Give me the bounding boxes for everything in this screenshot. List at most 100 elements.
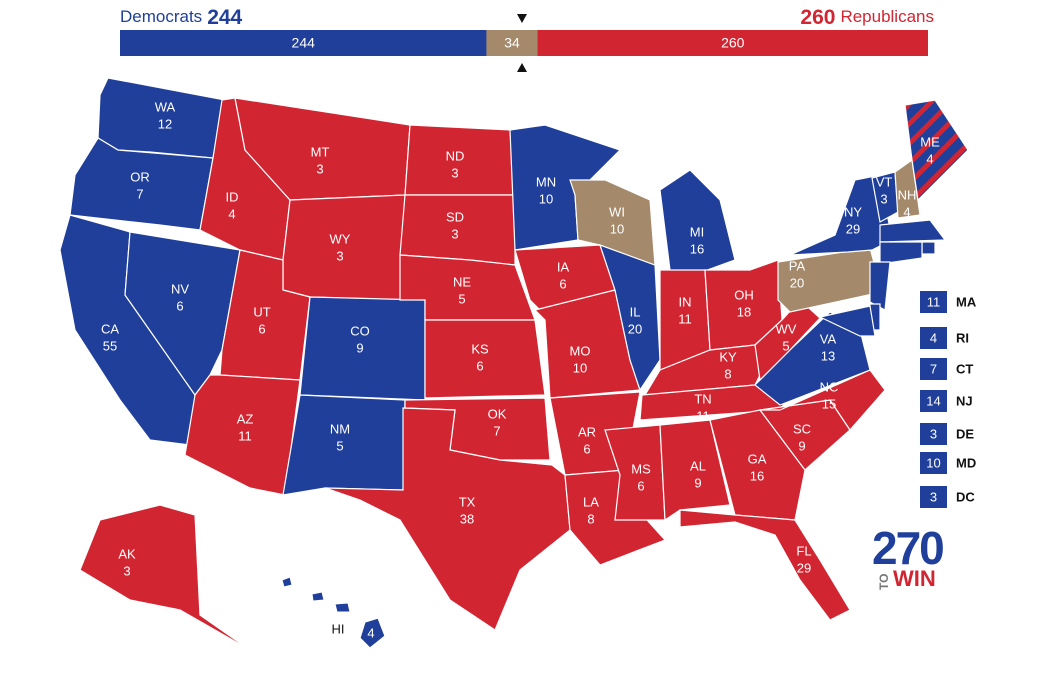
state-votes: 4 [367, 625, 374, 640]
state-votes: 5 [458, 291, 465, 306]
state-abbr: NV [171, 281, 189, 296]
state-votes: 10 [539, 191, 553, 206]
state-abbr: MS [631, 461, 651, 476]
callout-votes: 10 [926, 455, 940, 470]
state-votes: 9 [356, 340, 363, 355]
state-shape [754, 299, 821, 382]
island-shape [334, 602, 351, 613]
state-shape [709, 409, 806, 521]
callout-votes: 4 [930, 330, 937, 345]
republicans-total: 260 [800, 6, 835, 29]
democrats-label: Democrats [120, 7, 202, 26]
state-votes: 9 [694, 475, 701, 490]
state-abbr: CO [350, 323, 370, 338]
state-votes: 38 [460, 511, 474, 526]
state-shape [869, 261, 891, 311]
state-shape [818, 305, 876, 337]
callout-abbr: DC [956, 489, 975, 504]
callout-abbr: MD [956, 455, 976, 470]
marker-bottom [517, 63, 527, 72]
labels: WA12OR7CA55NV6ID4MT3WY3UT6AZ11CO9NM5ND3S… [101, 99, 977, 640]
state-shape [69, 137, 214, 231]
logo-number: 270 [872, 522, 943, 574]
state-votes: 4 [903, 204, 910, 219]
state-votes: 6 [559, 276, 566, 291]
state-votes: 5 [336, 438, 343, 453]
state-votes: 10 [573, 360, 587, 375]
state-votes: 7 [136, 186, 143, 201]
callout-abbr: RI [956, 330, 969, 345]
state-abbr: NH [898, 187, 917, 202]
state-votes: 12 [158, 116, 172, 131]
state-abbr: OR [130, 169, 150, 184]
state-votes: 3 [451, 226, 458, 241]
state-shape [921, 241, 936, 255]
bar-label: 260 [721, 35, 745, 51]
state-votes: 7 [493, 423, 500, 438]
state-abbr: TX [459, 494, 476, 509]
state-abbr: PA [789, 258, 806, 273]
state-abbr: ME [920, 134, 940, 149]
state-votes: 11 [696, 408, 710, 423]
state-votes: 15 [822, 396, 836, 411]
state-shape [282, 194, 406, 301]
state-abbr: WY [330, 231, 351, 246]
callout-votes: 3 [930, 489, 937, 504]
callout-box [920, 423, 947, 445]
state-abbr: NE [453, 274, 471, 289]
state-abbr: HI [332, 621, 345, 636]
logo-to: TO [877, 574, 891, 590]
island-shape [311, 591, 325, 602]
state-abbr: WV [776, 321, 797, 336]
state-abbr: MT [311, 144, 330, 159]
callout-abbr: MA [956, 294, 977, 309]
callout-box [920, 291, 947, 313]
state-shape [604, 424, 666, 521]
state-shape [879, 241, 923, 265]
state-votes: 16 [750, 468, 764, 483]
state-votes: 6 [637, 478, 644, 493]
state-abbr: WA [155, 99, 176, 114]
state-abbr: VA [820, 331, 837, 346]
marker-top [517, 14, 527, 23]
state-shape [282, 394, 406, 496]
state-abbr: AR [578, 424, 596, 439]
callout-box [920, 390, 947, 412]
callout-box [920, 452, 947, 474]
state-abbr: UT [253, 304, 270, 319]
state-shape [879, 219, 947, 243]
state-votes: 6 [476, 358, 483, 373]
callout-votes: 3 [930, 426, 937, 441]
state-abbr: OH [734, 287, 754, 302]
state-votes: 3 [880, 191, 887, 206]
state-votes: 4 [228, 206, 235, 221]
state-abbr: CA [101, 321, 119, 336]
state-votes: 6 [258, 321, 265, 336]
state-abbr: IA [557, 259, 570, 274]
state-votes: 3 [316, 161, 323, 176]
state-abbr: ID [226, 189, 239, 204]
state-votes: 11 [238, 428, 252, 443]
state-shape [184, 374, 301, 496]
state-votes: 18 [737, 304, 751, 319]
state-votes: 3 [451, 165, 458, 180]
callout-votes: 11 [927, 294, 941, 309]
state-abbr: KY [719, 349, 737, 364]
democrats-header: Democrats 244 [120, 6, 243, 29]
state-shape [359, 617, 386, 649]
state-votes: 10 [610, 221, 624, 236]
state-votes: 5 [782, 338, 789, 353]
state-votes: 20 [790, 275, 804, 290]
state-abbr: KS [471, 341, 489, 356]
state-shape [904, 99, 969, 202]
bar-segment [537, 30, 928, 56]
state-votes: 3 [123, 563, 130, 578]
state-votes: 11 [678, 311, 692, 326]
callout-votes: 7 [930, 361, 937, 376]
bar-label: 34 [504, 35, 520, 51]
callout-box [920, 358, 947, 380]
callout-abbr: DE [956, 426, 974, 441]
state-votes: 3 [336, 248, 343, 263]
state-abbr: LA [583, 494, 599, 509]
